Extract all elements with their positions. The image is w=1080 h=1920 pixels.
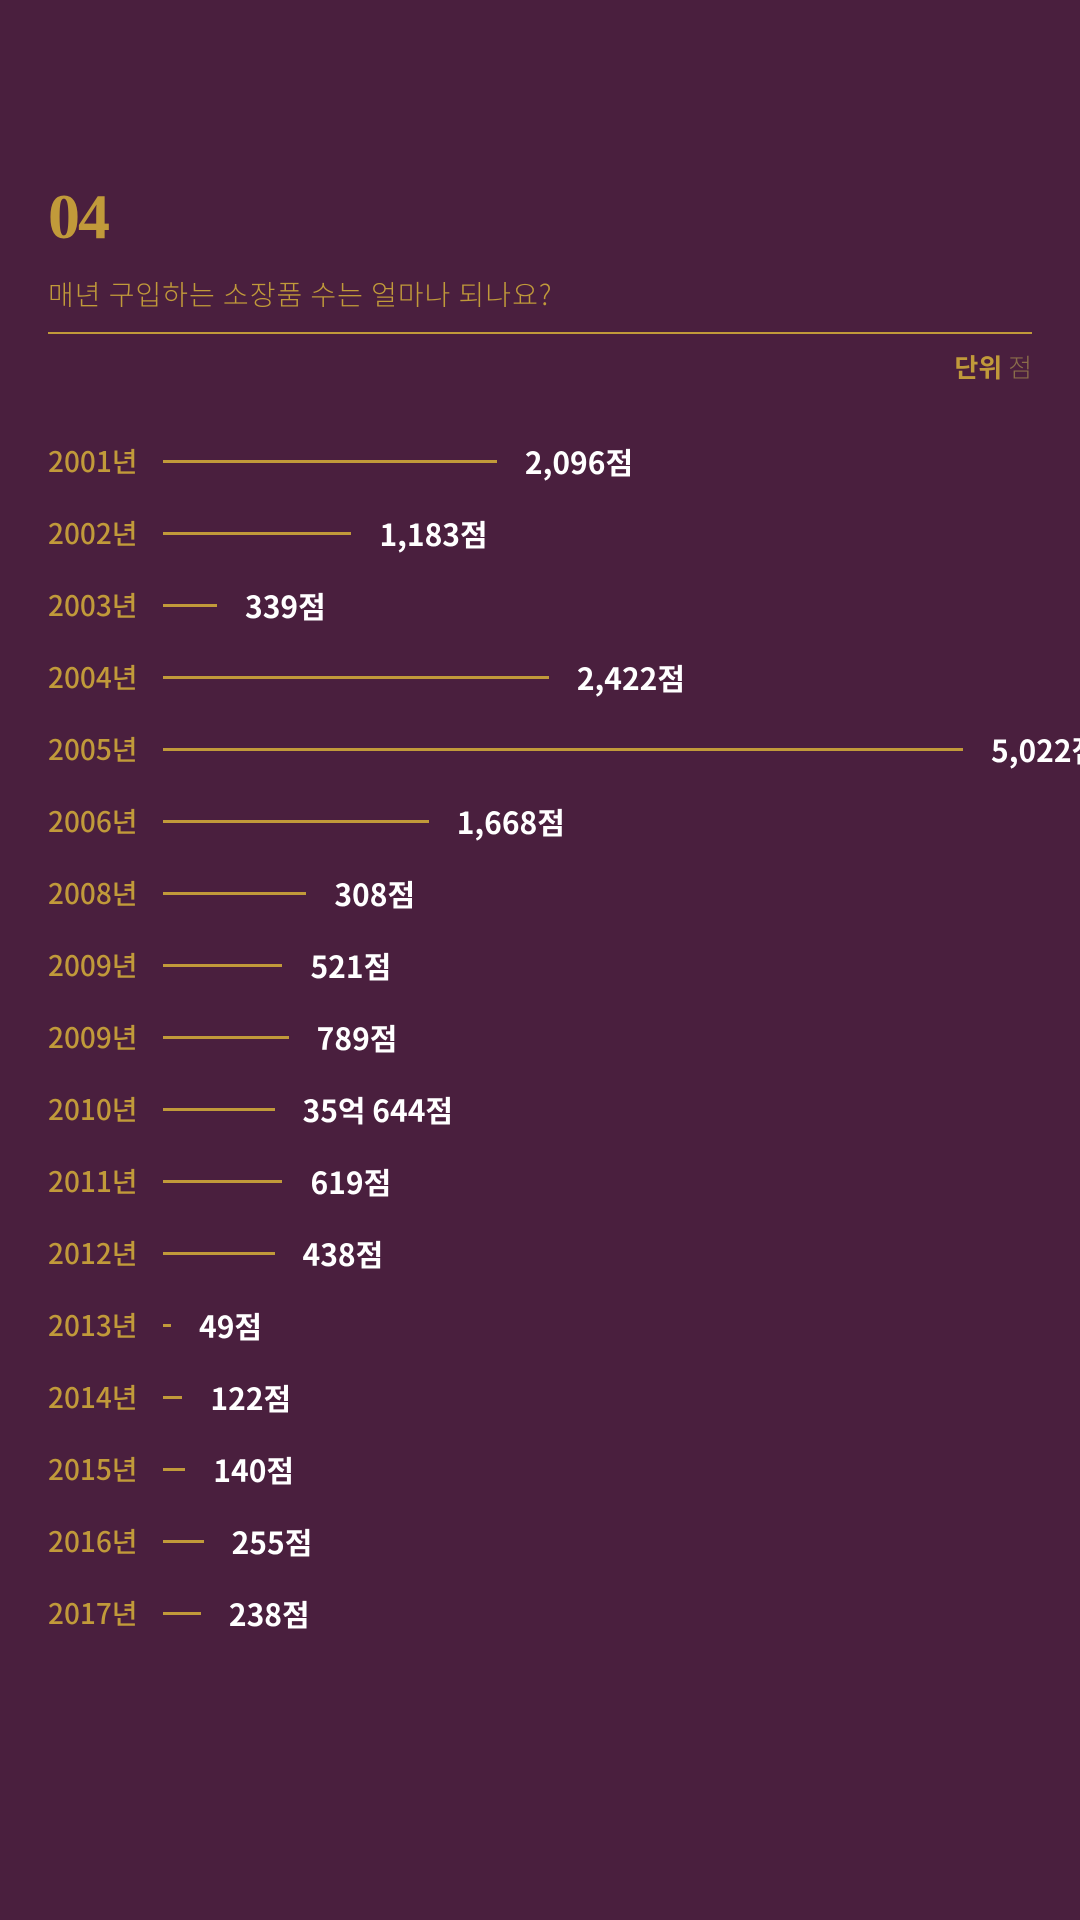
year-label: 2008년 xyxy=(48,873,163,913)
year-label: 2010년 xyxy=(48,1089,163,1129)
bar-row: 2003년 339점 xyxy=(48,569,1032,641)
bar-row: 2002년 1,183점 xyxy=(48,497,1032,569)
unit-row: 단위 점 xyxy=(48,348,1032,385)
value-label: 49점 xyxy=(199,1303,262,1347)
bar-row: 2005년5,022점 xyxy=(48,713,1032,785)
bar-row: 2013년 49점 xyxy=(48,1289,1032,1361)
value-label: 789점 xyxy=(317,1015,398,1059)
year-label: 2017년 xyxy=(48,1593,163,1633)
bar-line xyxy=(163,1324,171,1327)
bar-row: 2001년 2,096점 xyxy=(48,425,1032,497)
year-label: 2012년 xyxy=(48,1233,163,1273)
bar-row: 2008년 308점 xyxy=(48,857,1032,929)
value-label: 238점 xyxy=(229,1591,310,1635)
year-label: 2001년 xyxy=(48,441,163,481)
year-label: 2015년 xyxy=(48,1449,163,1489)
page-number: 04 xyxy=(48,180,1032,254)
bar-row: 2012년 438점 xyxy=(48,1217,1032,1289)
bar-row: 2011년 619점 xyxy=(48,1145,1032,1217)
value-label: 1,183점 xyxy=(379,511,487,555)
bar-line xyxy=(163,604,217,607)
year-label: 2004년 xyxy=(48,657,163,697)
year-label: 2014년 xyxy=(48,1377,163,1417)
question-text: 매년 구입하는 소장품 수는 얼마나 되나요? xyxy=(48,274,1032,314)
year-label: 2005년 xyxy=(48,729,163,769)
value-label: 2,096점 xyxy=(525,439,633,483)
divider xyxy=(48,332,1032,334)
value-label: 308점 xyxy=(334,871,415,915)
bar-line xyxy=(163,1396,182,1399)
bar-line xyxy=(163,1252,275,1255)
value-label: 255점 xyxy=(232,1519,313,1563)
unit-value: 점 xyxy=(1008,348,1032,385)
bar-line xyxy=(163,964,282,967)
year-label: 2009년 xyxy=(48,1017,163,1057)
bar-row: 2010년 35억 644점 xyxy=(48,1073,1032,1145)
year-label: 2002년 xyxy=(48,513,163,553)
bar-line xyxy=(163,748,963,751)
value-label: 122점 xyxy=(210,1375,291,1419)
bar-line xyxy=(163,1108,275,1111)
value-label: 1,668점 xyxy=(457,799,565,843)
chart-area: 2001년 2,096점 2002년 1,183점 2003년 339점 2004년 2,42… xyxy=(48,425,1032,1649)
bar-line xyxy=(163,1468,185,1471)
bar-row: 2016년 255점 xyxy=(48,1505,1032,1577)
bar-line xyxy=(163,532,351,535)
year-label: 2011년 xyxy=(48,1161,163,1201)
bar-row: 2015년 140점 xyxy=(48,1433,1032,1505)
bar-row: 2017년 238점 xyxy=(48,1577,1032,1649)
bar-row: 2009년 521점 xyxy=(48,929,1032,1001)
bar-line xyxy=(163,892,306,895)
year-label: 2009년 xyxy=(48,945,163,985)
bar-line xyxy=(163,1540,204,1543)
year-label: 2013년 xyxy=(48,1305,163,1345)
bar-row: 2014년 122점 xyxy=(48,1361,1032,1433)
bar-line xyxy=(163,676,549,679)
value-label: 35억 644점 xyxy=(303,1087,454,1131)
value-label: 2,422점 xyxy=(577,655,685,699)
bar-line xyxy=(163,460,497,463)
unit-label: 단위 xyxy=(954,348,1002,385)
value-label: 521점 xyxy=(310,943,391,987)
bar-line xyxy=(163,820,429,823)
bar-row: 2004년 2,422점 xyxy=(48,641,1032,713)
value-label: 5,022점 xyxy=(991,727,1080,771)
value-label: 339점 xyxy=(245,583,326,627)
bar-line xyxy=(163,1180,282,1183)
year-label: 2016년 xyxy=(48,1521,163,1561)
value-label: 140점 xyxy=(213,1447,294,1491)
bar-row: 2009년 789점 xyxy=(48,1001,1032,1073)
bar-row: 2006년 1,668점 xyxy=(48,785,1032,857)
year-label: 2003년 xyxy=(48,585,163,625)
value-label: 619점 xyxy=(310,1159,391,1203)
bar-line xyxy=(163,1036,289,1039)
bar-line xyxy=(163,1612,201,1615)
year-label: 2006년 xyxy=(48,801,163,841)
value-label: 438점 xyxy=(303,1231,384,1275)
